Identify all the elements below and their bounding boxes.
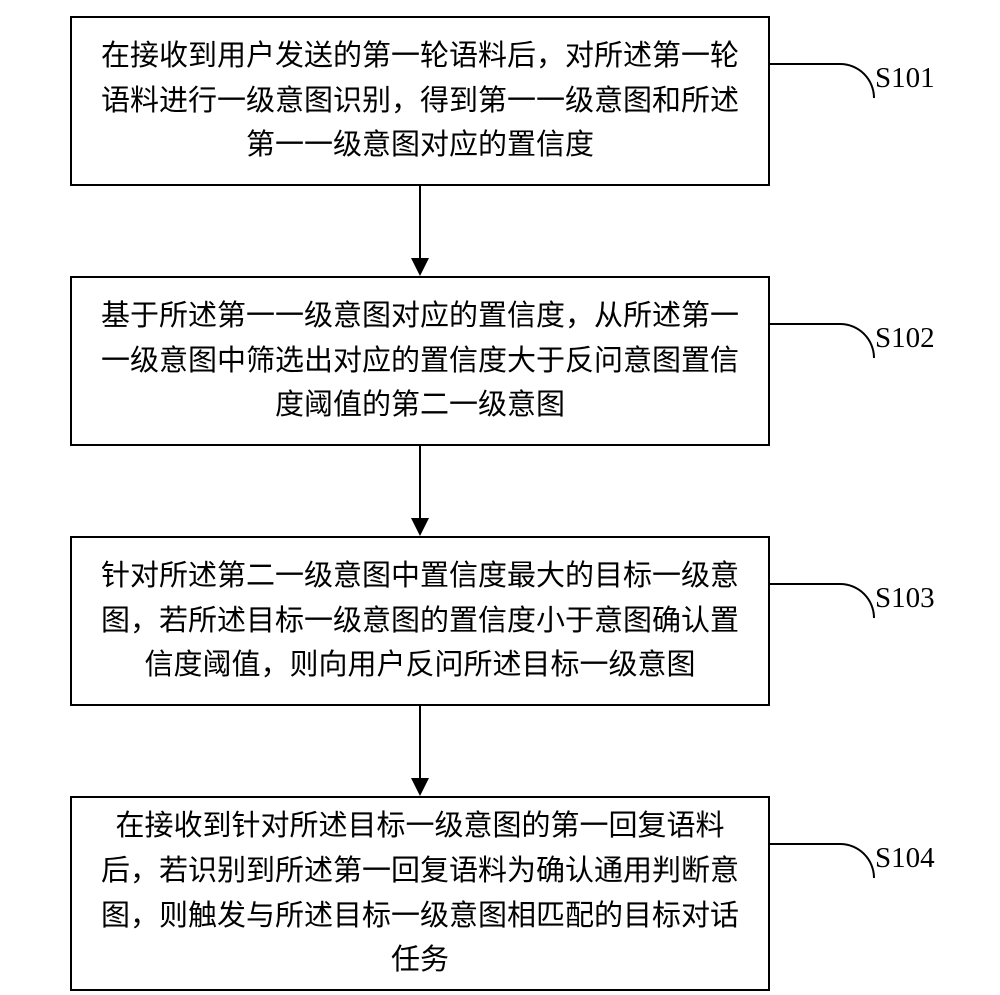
curve-s101 (770, 63, 875, 98)
step-label-s104: S104 (875, 842, 935, 875)
step-label-s103: S103 (875, 582, 935, 615)
arrow-head-2 (411, 518, 429, 536)
step-box-s104: 在接收到针对所述目标一级意图的第一回复语料后，若识别到所述第一回复语料为确认通用… (70, 796, 770, 991)
flowchart-container: 在接收到用户发送的第一轮语料后，对所述第一轮语料进行一级意图识别，得到第一一级意… (0, 0, 1000, 995)
curve-s102 (770, 323, 875, 358)
step-label-s101: S101 (875, 62, 935, 95)
curve-s103 (770, 583, 875, 618)
step-box-s101: 在接收到用户发送的第一轮语料后，对所述第一轮语料进行一级意图识别，得到第一一级意… (70, 16, 770, 186)
step-text-s104: 在接收到针对所述目标一级意图的第一回复语料后，若识别到所述第一回复语料为确认通用… (92, 804, 748, 984)
arrow-line-3 (419, 706, 421, 778)
arrow-line-2 (419, 446, 421, 518)
step-box-s103: 针对所述第二一级意图中置信度最大的目标一级意图，若所述目标一级意图的置信度小于意… (70, 536, 770, 706)
arrow-head-1 (411, 258, 429, 276)
arrow-line-1 (419, 186, 421, 258)
step-box-s102: 基于所述第一一级意图对应的置信度，从所述第一一级意图中筛选出对应的置信度大于反问… (70, 276, 770, 446)
step-label-s102: S102 (875, 322, 935, 355)
step-text-s101: 在接收到用户发送的第一轮语料后，对所述第一轮语料进行一级意图识别，得到第一一级意… (92, 34, 748, 169)
step-text-s103: 针对所述第二一级意图中置信度最大的目标一级意图，若所述目标一级意图的置信度小于意… (92, 554, 748, 689)
curve-s104 (770, 843, 875, 878)
arrow-head-3 (411, 778, 429, 796)
step-text-s102: 基于所述第一一级意图对应的置信度，从所述第一一级意图中筛选出对应的置信度大于反问… (92, 294, 748, 429)
